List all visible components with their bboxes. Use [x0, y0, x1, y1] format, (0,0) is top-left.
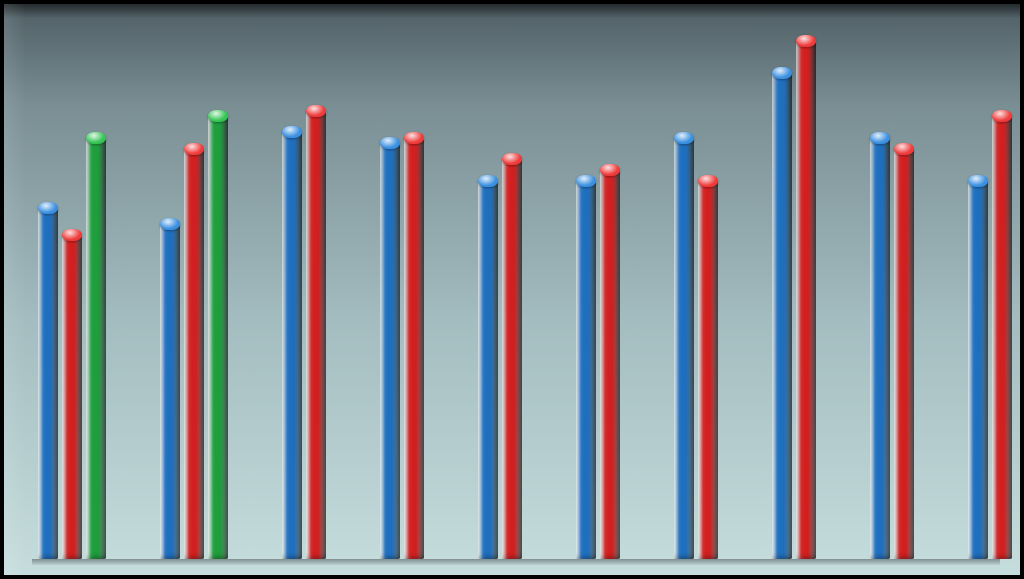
bar — [894, 149, 914, 559]
bevel-left — [4, 4, 26, 575]
bar — [772, 73, 792, 559]
bar — [62, 235, 82, 559]
bar — [160, 224, 180, 559]
bar — [86, 138, 106, 559]
bar — [282, 132, 302, 559]
bar — [306, 111, 326, 559]
bar — [38, 208, 58, 559]
bar — [600, 170, 620, 559]
bar — [992, 116, 1012, 559]
bar — [674, 138, 694, 559]
bevel-top — [4, 4, 1020, 18]
bar — [796, 41, 816, 559]
plot-area — [32, 19, 1000, 559]
bar — [968, 181, 988, 559]
chart-frame — [0, 0, 1024, 579]
plot-floor — [32, 559, 1000, 565]
bar — [698, 181, 718, 559]
bar — [502, 159, 522, 559]
bar — [208, 116, 228, 559]
bar — [404, 138, 424, 559]
bar — [380, 143, 400, 559]
bar — [184, 149, 204, 559]
bar — [576, 181, 596, 559]
bar — [478, 181, 498, 559]
bar — [870, 138, 890, 559]
